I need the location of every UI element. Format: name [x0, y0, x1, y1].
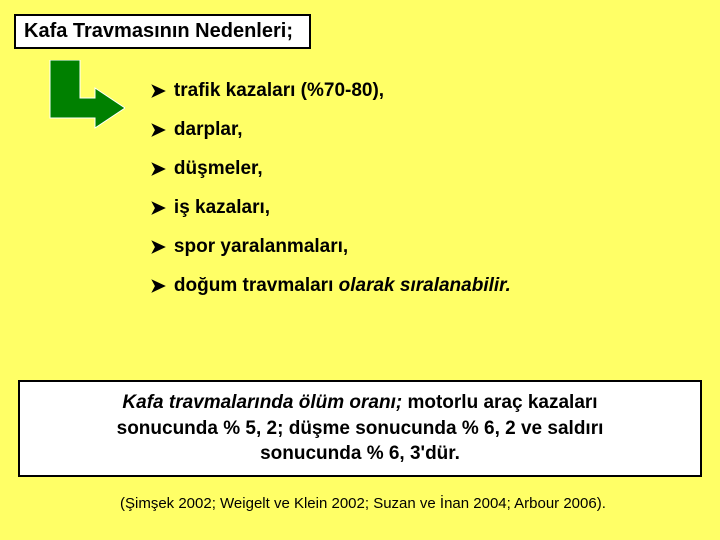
bullet-text: spor yaralanmaları,: [174, 236, 348, 258]
bullet-marker-icon: ➤: [150, 197, 166, 220]
bullet-marker-icon: ➤: [150, 80, 166, 103]
bullet-marker-icon: ➤: [150, 236, 166, 259]
stats-line1-bold: motorlu araç kazaları: [407, 392, 597, 413]
stats-line1-italic: Kafa travmalarında ölüm oranı;: [122, 392, 407, 413]
stats-line2: sonucunda % 5, 2; düşme sonucunda % 6, 2…: [117, 418, 604, 439]
bullet-text-italic: olarak sıralanabilir.: [339, 275, 511, 296]
stats-box: Kafa travmalarında ölüm oranı; motorlu a…: [18, 380, 702, 477]
list-item: ➤ trafik kazaları (%70-80),: [150, 80, 511, 103]
list-item: ➤ spor yaralanmaları,: [150, 236, 511, 259]
bullet-text-main: doğum travmaları: [174, 275, 339, 296]
stats-line3: sonucunda % 6, 3'dür.: [260, 443, 460, 464]
list-item: ➤ darplar,: [150, 119, 511, 142]
bent-arrow-icon: [40, 60, 125, 140]
bullet-text: düşmeler,: [174, 158, 263, 180]
citation-text: (Şimşek 2002; Weigelt ve Klein 2002; Suz…: [120, 495, 606, 512]
slide: Kafa Travmasının Nedenleri; ➤ trafik kaz…: [0, 0, 720, 540]
slide-title: Kafa Travmasının Nedenleri;: [14, 14, 311, 49]
list-item: ➤ düşmeler,: [150, 158, 511, 181]
bullet-marker-icon: ➤: [150, 275, 166, 298]
bullet-marker-icon: ➤: [150, 119, 166, 142]
title-text: Kafa Travmasının Nedenleri;: [24, 20, 293, 42]
list-item: ➤ doğum travmaları olarak sıralanabilir.: [150, 275, 511, 298]
bullet-text: darplar,: [174, 119, 243, 141]
bullet-list: ➤ trafik kazaları (%70-80), ➤ darplar, ➤…: [150, 80, 511, 314]
bullet-text: trafik kazaları (%70-80),: [174, 80, 384, 102]
bullet-text: doğum travmaları olarak sıralanabilir.: [174, 275, 511, 297]
bullet-marker-icon: ➤: [150, 158, 166, 181]
bullet-text: iş kazaları,: [174, 197, 270, 219]
list-item: ➤ iş kazaları,: [150, 197, 511, 220]
